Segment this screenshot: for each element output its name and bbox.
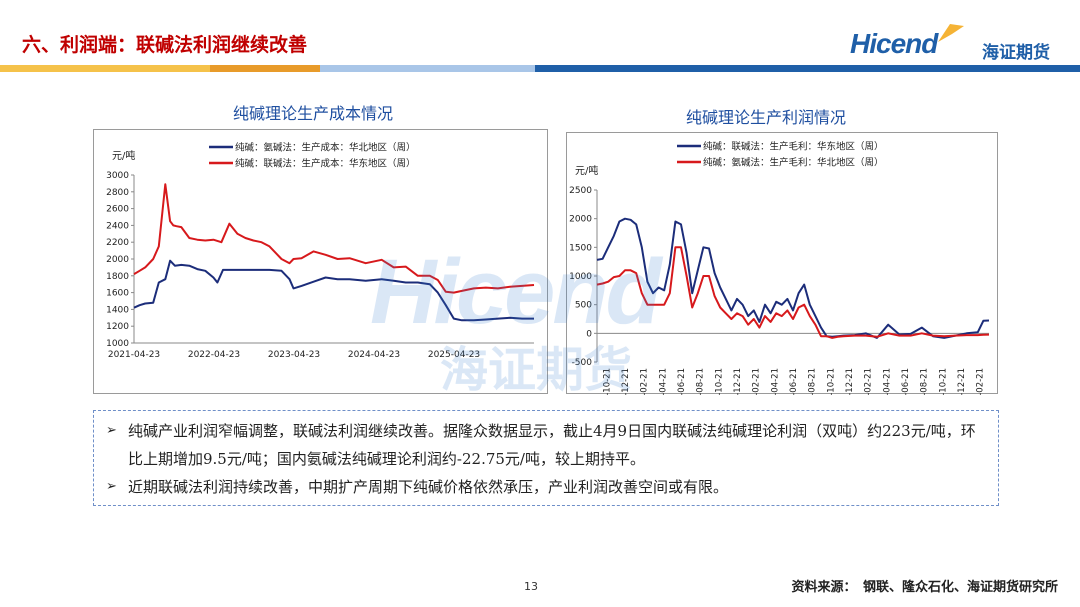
x-tick-label: 2023-10-21 [714, 368, 724, 395]
x-tick-label: 2024-12-21 [845, 368, 855, 395]
y-tick-label: 1000 [106, 339, 129, 349]
y-tick-label: 2000 [569, 215, 592, 225]
series-line-1 [596, 217, 990, 339]
y-axis-label: 元/吨 [575, 164, 598, 177]
x-tick-label: 2022-10-21 [602, 368, 612, 395]
y-tick-label: 2800 [106, 188, 129, 198]
summary-box: ➢ 纯碱产业利润窄幅调整，联碱法利润继续改善。据隆众数据显示，截止4月9日国内联… [93, 410, 999, 506]
x-tick-label: 2021-04-23 [108, 350, 160, 360]
legend-label: 纯碱：联碱法：生产毛利：华东地区（周） [703, 141, 884, 153]
legend-label: 纯碱：氨碱法：生产成本：华北地区（周） [235, 142, 416, 154]
y-tick-label: 1600 [106, 289, 129, 299]
x-tick-label: 2023-08-21 [696, 368, 706, 395]
y-tick-label: 2400 [106, 221, 129, 231]
x-tick-label: 2023-12-21 [733, 368, 743, 395]
profit-chart-svg: 元/吨 2500 2000 1500 1000 500 0 -500 2022-10-21 202… [569, 141, 990, 395]
x-tick-label: 2022-04-23 [188, 350, 240, 360]
y-tick-label: 0 [586, 329, 592, 339]
x-tick-label: 2024-10-21 [826, 368, 836, 395]
x-tick-label: 2025-04-21 [882, 368, 892, 395]
logo-mark-icon [938, 24, 964, 42]
logo-text: Hicend [850, 28, 938, 59]
y-tick-label: 2000 [106, 255, 129, 265]
series-line-2 [133, 183, 535, 294]
x-tick-label: 2023-06-21 [677, 368, 687, 395]
x-tick-label: 2025-10-21 [938, 368, 948, 395]
arrow-bullet-icon: ➢ [106, 423, 117, 438]
x-tick-label: 2025-02-21 [864, 368, 874, 395]
logo-cn: 海证期货 [982, 43, 1050, 63]
x-tick-label: 2024-04-21 [770, 368, 780, 395]
y-tick-label: 1000 [569, 272, 592, 282]
y-tick-label: 1800 [106, 272, 129, 282]
x-tick-label: 2025-08-21 [920, 368, 930, 395]
arrow-bullet-icon: ➢ [106, 479, 117, 494]
x-tick-label: 2024-08-21 [808, 368, 818, 395]
x-tick-label: 2024-02-21 [752, 368, 762, 395]
bullet-text: 近期联碱法利润持续改善，中期扩产周期下纯碱价格依然承压，产业利润改善空间或有限。 [128, 478, 729, 496]
profit-chart: 元/吨 2500 2000 1500 1000 500 0 -500 2022-10-21 202… [566, 132, 998, 395]
x-tick-label: 2023-02-21 [640, 368, 650, 395]
y-tick-label: -500 [572, 358, 593, 368]
x-tick-label: 2025-12-21 [957, 368, 967, 395]
company-logo: Hicend 海证期货 [850, 22, 1050, 64]
chart-title-profit: 纯碱理论生产利润情况 [686, 108, 847, 127]
cost-chart-svg: 元/吨 3000 2800 2600 2400 2200 2000 1800 1600 1400 1… [106, 142, 535, 360]
x-tick-label: 2024-06-21 [789, 368, 799, 395]
page-title: 六、利润端：联碱法利润继续改善 [22, 34, 308, 56]
chart-title-cost: 纯碱理论生产成本情况 [233, 104, 394, 123]
y-tick-label: 1400 [106, 305, 129, 315]
source-note: 资料来源： 钢联、隆众石化、海证期货研究所 [791, 580, 1058, 595]
bullet-item: ➢ 近期联碱法利润持续改善，中期扩产周期下纯碱价格依然承压，产业利润改善空间或有… [106, 473, 988, 501]
header-stripe [0, 65, 1080, 72]
bullet-text: 纯碱产业利润窄幅调整，联碱法利润继续改善。据隆众数据显示，截止4月9日国内联碱法… [128, 422, 976, 468]
y-tick-label: 500 [575, 301, 592, 311]
y-tick-label: 2200 [106, 238, 129, 248]
x-tick-label: 2023-04-21 [658, 368, 668, 395]
x-tick-label: 2023-04-23 [268, 350, 320, 360]
y-tick-label: 2500 [569, 186, 592, 196]
x-tick-label: 2025-06-21 [901, 368, 911, 395]
bullet-item: ➢ 纯碱产业利润窄幅调整，联碱法利润继续改善。据隆众数据显示，截止4月9日国内联… [106, 417, 988, 473]
y-tick-label: 1500 [569, 243, 592, 253]
page-number: 13 [524, 580, 538, 593]
x-tick-label: 2026-02-21 [976, 368, 986, 395]
x-tick-label: 2025-04-23 [428, 350, 480, 360]
y-tick-label: 1200 [106, 322, 129, 332]
y-axis-label: 元/吨 [112, 149, 135, 162]
series-line-2 [596, 246, 990, 339]
series-line-1 [133, 259, 534, 322]
legend-label: 纯碱：氨碱法：生产毛利：华北地区（周） [703, 157, 884, 169]
legend-label: 纯碱：联碱法：生产成本：华东地区（周） [235, 158, 416, 170]
y-tick-label: 2600 [106, 205, 129, 215]
x-tick-label: 2022-12-21 [621, 368, 631, 395]
x-tick-label: 2024-04-23 [348, 350, 400, 360]
cost-chart: 元/吨 3000 2800 2600 2400 2200 2000 1800 1600 1400 1… [93, 129, 548, 394]
y-tick-label: 3000 [106, 171, 129, 181]
